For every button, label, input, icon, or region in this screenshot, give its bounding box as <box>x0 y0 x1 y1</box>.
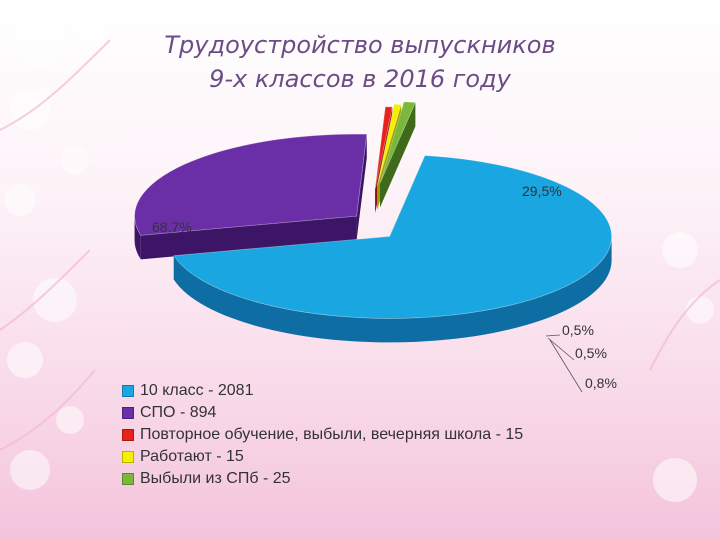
data-label-4: 0,8% <box>585 375 617 391</box>
legend-swatch-1 <box>122 407 134 419</box>
leader-line-2 <box>545 334 561 337</box>
legend-swatch-0 <box>122 385 134 397</box>
data-label-3: 0,5% <box>575 345 607 361</box>
pie-slice-1 <box>134 133 368 236</box>
data-label-0: 68,7% <box>152 219 192 235</box>
pie-slice-0 <box>173 155 612 319</box>
pie-slice-2 <box>374 106 393 189</box>
data-label-1: 29,5% <box>522 183 562 199</box>
legend-swatch-4 <box>122 473 134 485</box>
leader-line-3 <box>547 337 575 361</box>
pie-slice-3 <box>376 103 402 187</box>
data-label-2: 0,5% <box>562 322 594 338</box>
legend-label-0: 10 класс - 2081 <box>140 382 254 399</box>
legend-item-2: Повторное обучение, выбыли, вечерняя шко… <box>122 424 523 446</box>
legend-item-3: Работают - 15 <box>122 446 523 468</box>
legend-label-1: СПО - 894 <box>140 404 217 421</box>
legend-item-1: СПО - 894 <box>122 402 523 424</box>
pie-slice-4 <box>379 101 416 184</box>
legend-swatch-3 <box>122 451 134 463</box>
chart-title-line-2: 9-х классов в 2016 году <box>209 65 511 93</box>
legend-label-2: Повторное обучение, выбыли, вечерняя шко… <box>140 426 524 443</box>
legend-swatch-2 <box>122 429 134 441</box>
leader-line-4 <box>549 339 583 393</box>
chart-title-line-1: Трудоустройство выпускников <box>164 31 556 59</box>
legend-label-4: Выбыли из СПб - 25 <box>140 470 291 487</box>
legend-item-0: 10 класс - 2081 <box>122 380 523 402</box>
legend-item-4: Выбыли из СПб - 25 <box>122 468 523 490</box>
legend-label-3: Работают - 15 <box>140 448 244 465</box>
chart-title: Трудоустройство выпускников 9-х классов … <box>90 28 630 96</box>
pie-slice-side-1 <box>134 134 367 260</box>
chart-legend: 10 класс - 2081 СПО - 894 Повторное обучен… <box>122 380 523 490</box>
